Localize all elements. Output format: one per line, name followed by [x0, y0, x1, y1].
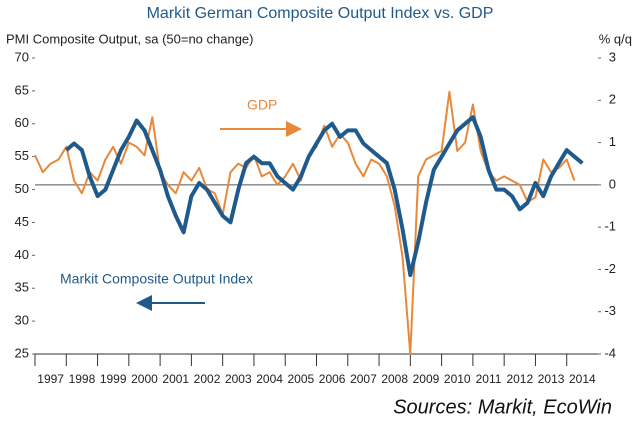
y2-tick-label: 0 — [609, 176, 616, 191]
y2-tick-label: -1 — [604, 219, 616, 234]
source-note: Sources: Markit, EcoWin — [393, 396, 612, 418]
x-tick-label: 2006 — [319, 372, 346, 386]
series-annotation: Markit Composite Output Index — [60, 271, 253, 287]
x-tick-label: 2014 — [569, 372, 596, 386]
y-tick-label: 70 — [15, 49, 29, 64]
y-tick-label: 50 — [15, 181, 29, 196]
y2-tick-label: 3 — [609, 49, 616, 64]
y-axis-title: PMI Composite Output, sa (50=no change) — [6, 31, 254, 46]
series-line — [65, 115, 584, 278]
x-tick-label: 2008 — [381, 372, 408, 386]
y2-tick-label: 2 — [609, 92, 616, 107]
x-tick-label: 1999 — [100, 372, 127, 386]
x-tick-label: 2013 — [538, 372, 565, 386]
x-tick-label: 1998 — [69, 372, 96, 386]
x-tick-label: 2009 — [413, 372, 440, 386]
y-tick-label: 30 — [15, 313, 29, 328]
x-tick-label: 1997 — [37, 372, 64, 386]
y-tick-label: 45 — [15, 214, 29, 229]
y2-tick-label: 1 — [609, 134, 616, 149]
y2-tick-label: -4 — [604, 345, 616, 360]
y-tick-label: 35 — [15, 280, 29, 295]
x-tick-label: 2001 — [162, 372, 189, 386]
x-tick-label: 2011 — [476, 372, 502, 386]
y-tick-label: 55 — [15, 148, 29, 163]
x-tick-label: 2000 — [131, 372, 158, 386]
x-tick-label: 2007 — [350, 372, 377, 386]
series-annotation: GDP — [247, 97, 277, 113]
x-tick-label: 2012 — [506, 372, 533, 386]
y2-axis-title: % q/q — [599, 31, 632, 46]
y-tick-label: 25 — [15, 345, 29, 360]
y-tick-label: 40 — [15, 247, 29, 262]
x-tick-label: 2002 — [194, 372, 221, 386]
x-tick-label: 2010 — [444, 372, 471, 386]
series-line — [34, 90, 576, 355]
y-tick-label: 60 — [15, 115, 29, 130]
y2-tick-label: -3 — [604, 303, 616, 318]
x-tick-label: 2003 — [225, 372, 252, 386]
y-tick-label: 65 — [15, 82, 29, 97]
x-tick-label: 2005 — [288, 372, 315, 386]
chart-title: Markit German Composite Output Index vs.… — [147, 5, 494, 22]
y2-tick-label: -2 — [604, 261, 616, 276]
x-tick-label: 2004 — [256, 372, 283, 386]
